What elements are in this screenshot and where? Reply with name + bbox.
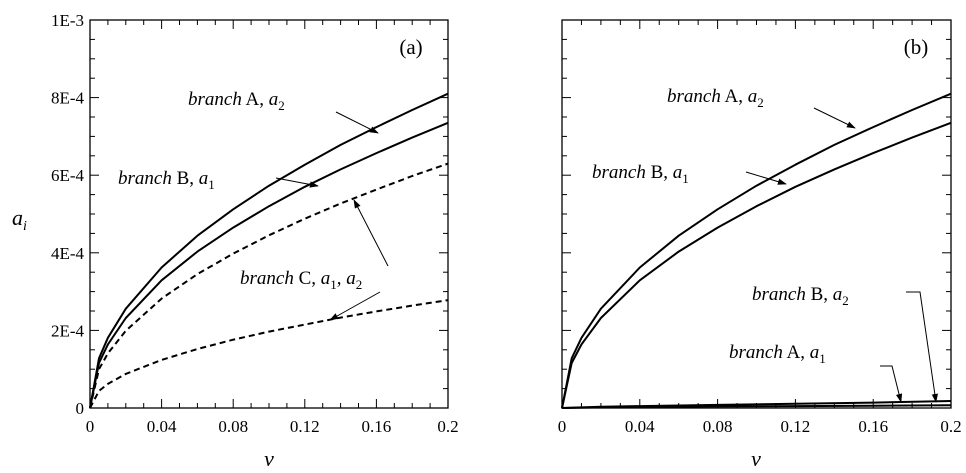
annotation-arrow — [813, 107, 856, 129]
annotation-branch-b-a1: branch B, a1 — [592, 162, 689, 186]
y-tick-label: 6E-4 — [51, 166, 85, 185]
x-axis-title: ν — [264, 446, 274, 471]
series-line-branch-b-a1 — [561, 121, 952, 409]
series-lines — [561, 92, 952, 409]
series-line-branch-b-a1 — [89, 121, 449, 409]
annotation-branch-c: branch C, a1, a2 — [240, 268, 362, 292]
x-tick-label: 0.2 — [940, 417, 961, 436]
series-lines — [89, 92, 449, 409]
x-tick-label: 0.08 — [703, 417, 733, 436]
x-tick-label: 0 — [86, 417, 95, 436]
y-tick-label: 8E-4 — [51, 89, 85, 108]
x-tick-label: 0.2 — [437, 417, 458, 436]
x-tick-label: 0.16 — [858, 417, 888, 436]
annotation-arrow — [353, 199, 389, 267]
y-tick-label: 0 — [76, 399, 85, 418]
series-line-branch-a-a1 — [561, 404, 952, 409]
x-axis-title: ν — [751, 446, 761, 471]
annotation-arrow — [335, 111, 379, 134]
axis-ticks — [89, 19, 449, 409]
x-tick-labels: 0 0.04 0.08 0.12 0.16 0.2 — [86, 417, 459, 436]
series-line-branch-a-a2 — [89, 92, 449, 409]
panel-b: 0 0.04 0.08 0.12 0.16 0.2 ν (b) branch A, a2 … — [558, 19, 962, 471]
x-tick-label: 0.08 — [218, 417, 248, 436]
panel-label: (b) — [904, 35, 929, 59]
y-tick-label: 4E-4 — [51, 244, 85, 263]
axis-ticks — [561, 19, 952, 409]
panel-label: (a) — [399, 35, 422, 59]
plot-frame — [89, 19, 449, 409]
y-tick-labels: 0 2E-4 4E-4 6E-4 8E-4 1E-3 — [51, 11, 85, 418]
annotation-arrow — [329, 291, 381, 321]
y-axis-title: ai — [12, 205, 27, 234]
annotation-arrow — [906, 291, 938, 403]
x-tick-labels: 0 0.04 0.08 0.12 0.16 0.2 — [558, 417, 962, 436]
x-tick-label: 0 — [558, 417, 567, 436]
annotation-branch-a-a1: branch A, a1 — [729, 342, 826, 366]
x-tick-label: 0.04 — [147, 417, 177, 436]
series-line-branch-c-a2 — [89, 299, 449, 409]
x-tick-label: 0.04 — [625, 417, 655, 436]
annotation-arrow — [275, 177, 319, 188]
panel-a: 0 0.04 0.08 0.12 0.16 0.2 0 2E-4 4E-4 6E-4 8E-4 1E… — [12, 11, 459, 471]
x-tick-label: 0.12 — [290, 417, 320, 436]
annotation-branch-b-a2: branch B, a2 — [752, 284, 849, 308]
annotation-branch-b-a1: branch B, a1 — [118, 168, 215, 192]
annotation-branch-a-a2: branch A, a2 — [667, 86, 764, 110]
x-tick-label: 0.12 — [781, 417, 811, 436]
y-tick-label: 1E-3 — [51, 11, 84, 30]
annotation-branch-a-a2: branch A, a2 — [188, 89, 285, 113]
annotation-arrow — [880, 365, 903, 403]
x-tick-label: 0.16 — [362, 417, 392, 436]
annotation-arrow — [745, 171, 787, 185]
series-line-branch-a-a2 — [561, 92, 952, 409]
y-tick-label: 2E-4 — [51, 321, 85, 340]
